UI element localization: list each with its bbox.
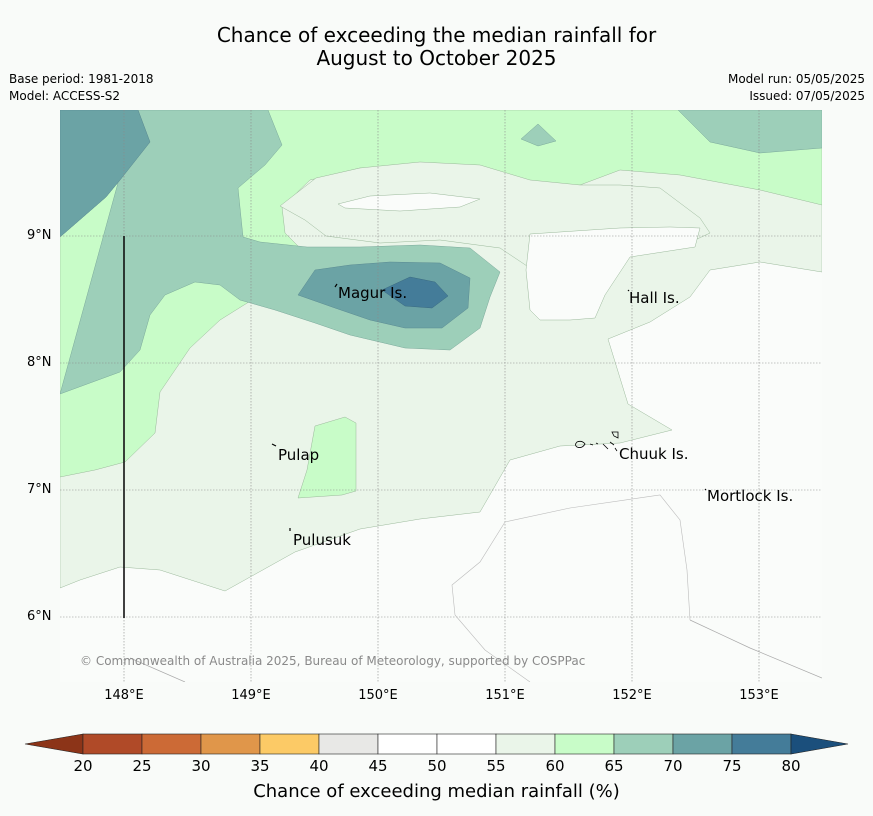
issued-date: Issued: 07/05/2025 — [749, 89, 865, 103]
colorbar-tick-label: 65 — [604, 757, 624, 775]
colorbar-tick-label: 75 — [722, 757, 742, 775]
contour-70-75 — [60, 110, 151, 238]
title-line-1: Chance of exceeding the median rainfall … — [216, 23, 657, 47]
colorbar-segment — [613, 733, 674, 755]
contour-65-70-ne — [677, 110, 822, 154]
model-run: Model run: 05/05/2025 — [727, 72, 865, 86]
rainfall-map — [60, 110, 822, 682]
lon-tick-149: 149°E — [231, 688, 271, 703]
place-chuuk: Chuuk Is. — [619, 445, 689, 463]
colorbar-tick-label: 70 — [663, 757, 683, 775]
place-pulusuk: Pulusuk — [293, 531, 351, 549]
coastline-se — [689, 619, 822, 679]
title-line-2: August to October 2025 — [316, 46, 557, 70]
contour-65-70-small — [520, 123, 557, 147]
colorbar-tick-label: 25 — [132, 757, 152, 775]
colorbar-label: Chance of exceeding median rainfall (%) — [253, 781, 620, 802]
colorbar-under-arrow — [24, 733, 84, 755]
colorbar-tick-label: 45 — [368, 757, 388, 775]
model-name: Model: ACCESS-S2 — [9, 89, 121, 103]
colorbar-segment — [318, 733, 379, 755]
colorbar-tick-label: 40 — [309, 757, 329, 775]
colorbar-segment — [436, 733, 497, 755]
colorbar-segment — [82, 733, 143, 755]
colorbar-segment — [259, 733, 320, 755]
colorbar-tick-label: 50 — [427, 757, 447, 775]
colorbar-tick-label: 30 — [191, 757, 211, 775]
contour-45-50-outline — [451, 494, 691, 621]
lat-tick-8: 8°N — [27, 355, 52, 370]
contour-60-65-patch — [297, 416, 357, 499]
colorbar-segment — [554, 733, 615, 755]
lat-tick-7: 7°N — [27, 482, 52, 497]
colorbar-segment — [377, 733, 438, 755]
hall-island-marker — [627, 289, 630, 292]
mortlock-island-marker — [704, 488, 707, 491]
pulap-island-marker — [271, 443, 277, 447]
colorbar-tick-label: 20 — [73, 757, 93, 775]
chuuk-island-marker — [575, 431, 619, 452]
place-mortlock: Mortlock Is. — [707, 487, 794, 505]
colorbar-segment — [731, 733, 792, 755]
contour-45-55-hole — [337, 192, 481, 212]
colorbar-tick-label: 55 — [486, 757, 506, 775]
colorbar-segment — [495, 733, 556, 755]
place-magur: Magur Is. — [338, 284, 408, 302]
coastline-sw — [129, 657, 186, 682]
lat-tick-9: 9°N — [27, 228, 52, 243]
contour-45-55-east — [525, 226, 701, 321]
lon-tick-152: 152°E — [612, 688, 652, 703]
colorbar-tick-label: 80 — [781, 757, 801, 775]
place-pulap: Pulap — [278, 446, 320, 464]
lon-tick-150: 150°E — [358, 688, 398, 703]
lon-tick-153: 153°E — [739, 688, 779, 703]
lon-tick-148: 148°E — [104, 688, 144, 703]
island-markers — [271, 283, 707, 531]
colorbar-over-arrow — [790, 733, 849, 755]
colorbar-segment — [141, 733, 202, 755]
contour-70-75-magur — [297, 261, 471, 329]
contour-45-50-bottom — [454, 614, 531, 682]
colorbar-tick-label: 60 — [545, 757, 565, 775]
colorbar — [24, 733, 849, 755]
magur-island-marker — [334, 283, 338, 288]
place-hall: Hall Is. — [629, 289, 680, 307]
contour-75-80-magur — [381, 276, 449, 309]
base-period: Base period: 1981-2018 — [9, 72, 154, 86]
lat-tick-6: 6°N — [27, 609, 52, 624]
lon-tick-151: 151°E — [485, 688, 525, 703]
colorbar-segment — [200, 733, 261, 755]
copyright-notice: © Commonwealth of Australia 2025, Bureau… — [80, 654, 586, 668]
colorbar-tick-label: 35 — [250, 757, 270, 775]
colorbar-segment — [672, 733, 733, 755]
